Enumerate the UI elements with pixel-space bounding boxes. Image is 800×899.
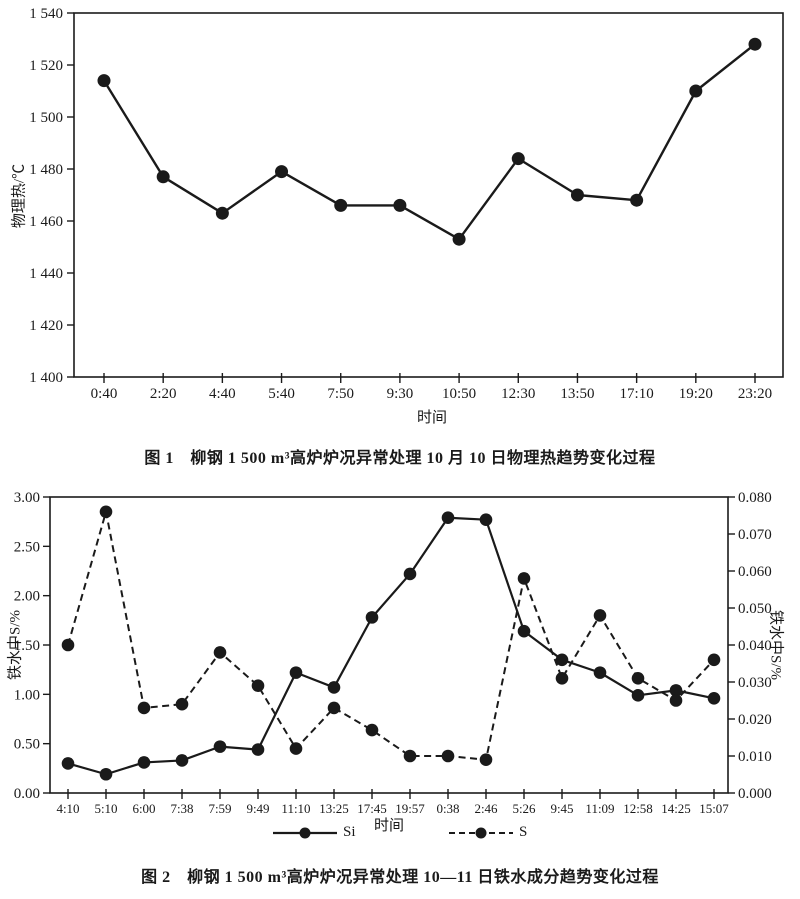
legend-item-s: S xyxy=(448,824,527,841)
legend-label-si: Si xyxy=(343,824,356,840)
svg-text:19:57: 19:57 xyxy=(395,801,425,816)
svg-text:0.020: 0.020 xyxy=(738,712,772,728)
svg-text:14:25: 14:25 xyxy=(661,801,691,816)
s-dashed-line-marker-icon xyxy=(449,827,513,838)
svg-text:6:00: 6:00 xyxy=(132,801,155,816)
figure2-caption: 图 2 柳钢 1 500 m³高炉炉况异常处理 10—11 日铁水成分趋势变化过… xyxy=(141,869,659,886)
svg-text:11:09: 11:09 xyxy=(585,801,614,816)
svg-text:4:40: 4:40 xyxy=(209,386,236,402)
figure1-x-axis-label: 时间 xyxy=(416,410,448,426)
si-solid-line-marker-icon xyxy=(273,827,337,838)
svg-text:1 440: 1 440 xyxy=(29,266,63,282)
svg-text:11:10: 11:10 xyxy=(281,801,310,816)
svg-text:19:20: 19:20 xyxy=(679,386,713,402)
svg-text:1 540: 1 540 xyxy=(29,6,63,22)
svg-text:2:46: 2:46 xyxy=(474,801,498,816)
svg-text:23:20: 23:20 xyxy=(738,386,772,402)
figure-1: 1 400 1 420 1 440 1 460 1 480 1 500 1 520 1 540… xyxy=(11,6,784,467)
svg-text:7:59: 7:59 xyxy=(208,801,231,816)
svg-text:1 520: 1 520 xyxy=(29,58,63,74)
svg-text:0.060: 0.060 xyxy=(738,564,772,580)
figure2-left-y-axis-label: 铁水中S/% xyxy=(7,609,24,681)
svg-text:0.050: 0.050 xyxy=(738,601,772,617)
svg-text:13:25: 13:25 xyxy=(319,801,349,816)
svg-text:13:50: 13:50 xyxy=(560,386,594,402)
figure2-right-y-axis-label: 铁水中S/% xyxy=(767,609,784,681)
svg-text:17:45: 17:45 xyxy=(357,801,387,816)
figure1-y-axis-label: 物理热/℃ xyxy=(11,163,28,229)
svg-text:3.00: 3.00 xyxy=(14,490,40,506)
svg-text:5:26: 5:26 xyxy=(512,801,536,816)
figure1-plot: 1 400 1 420 1 440 1 460 1 480 1 500 1 520 1 540… xyxy=(29,6,784,402)
svg-text:1 400: 1 400 xyxy=(29,370,63,386)
svg-text:2.50: 2.50 xyxy=(14,539,40,555)
svg-text:0.000: 0.000 xyxy=(738,786,772,802)
svg-text:7:38: 7:38 xyxy=(170,801,193,816)
svg-text:0.030: 0.030 xyxy=(738,675,772,691)
svg-text:0.040: 0.040 xyxy=(738,638,772,654)
svg-text:10:50: 10:50 xyxy=(442,386,476,402)
svg-text:7:50: 7:50 xyxy=(327,386,354,402)
legend-item-si: Si xyxy=(272,824,356,841)
legend-label-s: S xyxy=(519,824,528,840)
svg-text:1 460: 1 460 xyxy=(29,214,63,230)
svg-text:15:07: 15:07 xyxy=(699,801,729,816)
figure1-caption: 图 1 柳钢 1 500 m³高炉炉况异常处理 10 月 10 日物理热趋势变化… xyxy=(144,450,656,467)
svg-text:1.50: 1.50 xyxy=(14,638,40,654)
svg-text:1 500: 1 500 xyxy=(29,110,63,126)
svg-text:5:40: 5:40 xyxy=(268,386,295,402)
figure2-x-axis-label: 时间 xyxy=(373,818,405,834)
figure-2: 0.00 0.50 1.00 1.50 2.00 2.50 3.00 0.000 0.010 0.… xyxy=(0,480,800,899)
svg-text:0.50: 0.50 xyxy=(14,737,40,753)
svg-text:5:10: 5:10 xyxy=(94,801,117,816)
svg-text:0.080: 0.080 xyxy=(738,490,772,506)
svg-text:17:10: 17:10 xyxy=(620,386,654,402)
svg-text:2.00: 2.00 xyxy=(14,589,40,605)
figure2-plot: 0.00 0.50 1.00 1.50 2.00 2.50 3.00 0.000 0.010 0.… xyxy=(14,490,772,816)
svg-text:12:30: 12:30 xyxy=(501,386,535,402)
svg-text:9:45: 9:45 xyxy=(550,801,573,816)
svg-text:0.00: 0.00 xyxy=(14,786,40,802)
svg-text:2:20: 2:20 xyxy=(150,386,177,402)
svg-text:9:30: 9:30 xyxy=(387,386,414,402)
svg-text:0:40: 0:40 xyxy=(91,386,118,402)
svg-text:0:38: 0:38 xyxy=(436,801,459,816)
svg-text:4:10: 4:10 xyxy=(56,801,79,816)
svg-text:1.00: 1.00 xyxy=(14,687,40,703)
svg-text:1 480: 1 480 xyxy=(29,162,63,178)
svg-text:12:58: 12:58 xyxy=(623,801,653,816)
svg-text:0.010: 0.010 xyxy=(738,749,772,765)
svg-text:0.070: 0.070 xyxy=(738,527,772,543)
svg-text:9:49: 9:49 xyxy=(246,801,269,816)
svg-text:1 420: 1 420 xyxy=(29,318,63,334)
